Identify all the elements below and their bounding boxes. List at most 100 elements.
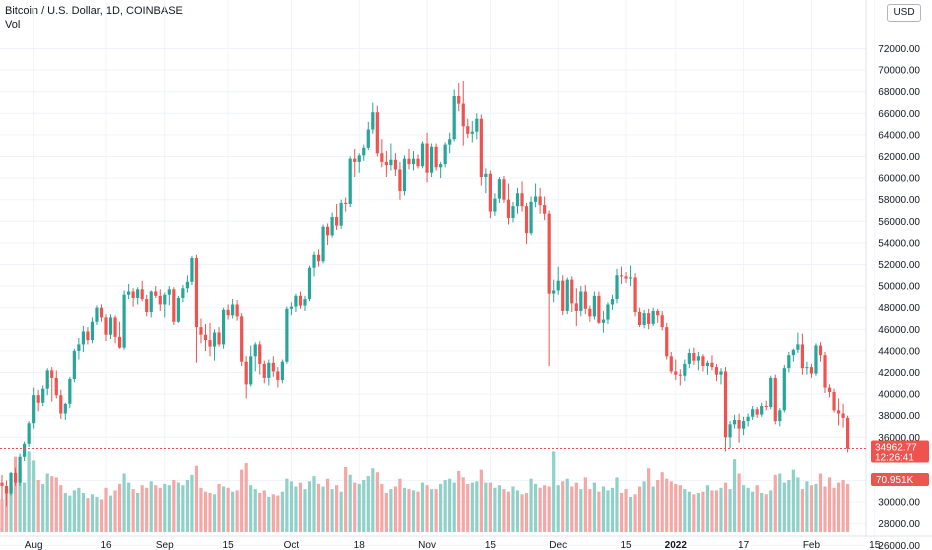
candle-body: [452, 96, 456, 140]
volume-bar: [696, 493, 700, 532]
candle-body: [384, 161, 388, 166]
y-tick-label: 44000.00: [878, 346, 920, 357]
candle-body: [221, 309, 226, 345]
volume-bar: [778, 473, 782, 532]
volume-bar: [823, 486, 827, 532]
volume-bar: [787, 480, 791, 532]
volume-bar: [452, 482, 456, 532]
candle-body: [362, 147, 366, 156]
candle-body: [77, 344, 81, 351]
candle-body: [325, 226, 330, 236]
candle-body: [615, 275, 619, 300]
x-tick-label: 2022: [665, 540, 688, 550]
bar-countdown: 12:26:41: [875, 453, 914, 464]
candle-body: [375, 112, 379, 154]
candle-body: [104, 317, 108, 335]
last-price-value: 34962.77: [875, 443, 917, 454]
volume-bar: [285, 478, 289, 532]
candle-body: [271, 362, 275, 372]
candle-body: [429, 146, 434, 173]
candle-body: [294, 295, 298, 307]
volume-bar: [642, 481, 646, 532]
volume-bar: [339, 491, 343, 532]
volume-bar: [764, 494, 768, 532]
candle-body: [732, 420, 737, 425]
candle-body: [656, 310, 660, 316]
candle-body: [176, 297, 180, 322]
candle-body: [719, 371, 723, 375]
y-tick-label: 36000.00: [878, 433, 920, 444]
y-tick-label: 54000.00: [878, 238, 920, 249]
candle-body: [316, 254, 321, 262]
volume-bar: [407, 489, 411, 532]
volume-bar: [836, 482, 841, 532]
candle-body: [488, 173, 492, 212]
volume-bar: [461, 477, 465, 532]
last-price-tag-bg: [871, 440, 929, 463]
candle-body: [50, 370, 54, 378]
volume-bar: [203, 491, 208, 532]
candle-body: [45, 370, 49, 389]
volume-bar: [488, 482, 492, 532]
candle-body: [439, 164, 443, 168]
volume-bar: [375, 472, 379, 532]
candle-body: [524, 206, 529, 234]
x-tick-label: 18: [354, 540, 366, 550]
candle-body: [800, 344, 804, 369]
candle-body: [108, 317, 113, 335]
candle-body: [59, 395, 63, 414]
candle-body: [235, 304, 239, 317]
candle-body: [665, 327, 669, 357]
volume-bar: [665, 478, 669, 532]
candle-body: [796, 344, 800, 350]
candle-body: [348, 158, 352, 205]
candle-body: [836, 410, 841, 414]
candle-body: [683, 363, 687, 376]
candle-body: [136, 289, 140, 298]
price-axis[interactable]: 72000.00 70000.00 68000.00 66000.00 64000.00…: [878, 44, 920, 550]
volume-bar: [714, 490, 719, 532]
candle-body: [506, 199, 511, 219]
candle-body: [475, 118, 479, 132]
candle-body: [63, 403, 67, 414]
volume-bar: [624, 489, 628, 532]
candle-body: [818, 345, 823, 356]
chart-legend: Bitcoin / U.S. Dollar, 1D, COINBASE Vol: [5, 4, 183, 32]
volume-bar: [167, 485, 171, 532]
candle-body: [366, 129, 370, 148]
candle-body: [267, 362, 271, 378]
volume-bar: [606, 490, 610, 532]
candle-body: [479, 118, 483, 178]
time-axis[interactable]: Aug16Sep15Oct18Nov15Dec15202217Feb15Mar: [25, 540, 932, 550]
price-candles: [0, 80, 850, 507]
volume-bar: [515, 490, 520, 532]
volume-bar: [140, 485, 144, 532]
volume-bar: [687, 491, 691, 532]
volume-bar: [448, 478, 452, 532]
currency-selector[interactable]: USD: [887, 4, 921, 22]
volume-bar: [723, 482, 728, 532]
candle-body: [520, 193, 524, 207]
volume-bar: [570, 486, 574, 532]
volume-bar: [638, 486, 642, 532]
volume-bar: [23, 482, 27, 532]
candle-body: [140, 289, 144, 300]
volume-bar: [420, 482, 425, 532]
candle-body: [674, 371, 678, 375]
volume-bar: [289, 481, 294, 532]
candle-body: [583, 291, 587, 309]
volume-bar: [660, 472, 664, 532]
volume-bar: [321, 486, 325, 532]
y-tick-label: 52000.00: [878, 260, 920, 271]
volume-bar: [769, 490, 773, 532]
x-tick-label: 15: [869, 540, 881, 550]
volume-bar: [77, 487, 81, 532]
candle-body: [0, 482, 4, 486]
volume-bar: [701, 491, 705, 532]
volume-bar: [86, 498, 90, 532]
candle-body: [511, 206, 515, 219]
volume-bar: [601, 486, 606, 532]
candle-body: [561, 280, 565, 311]
x-tick-label: Nov: [418, 540, 436, 550]
